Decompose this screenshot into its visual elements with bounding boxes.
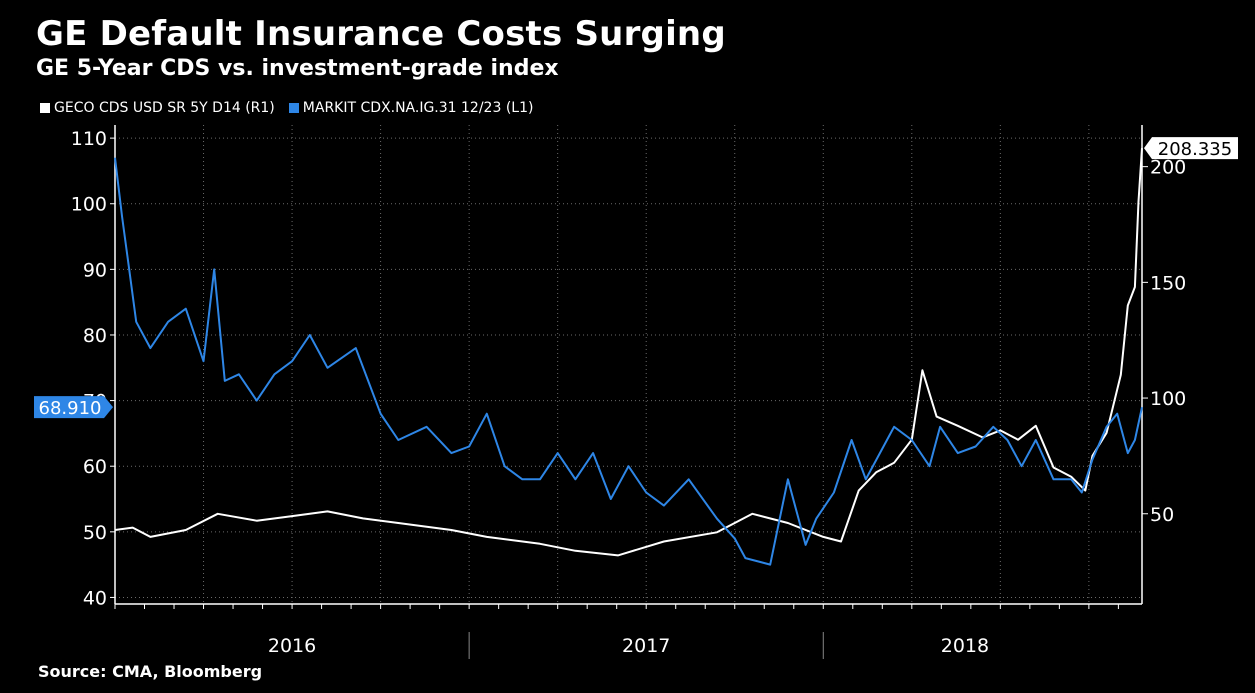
legend-swatch-ig xyxy=(288,103,299,113)
left-tick-label: 100 xyxy=(71,194,107,216)
left-tick-label: 50 xyxy=(83,522,107,544)
left-tick-label: 90 xyxy=(83,259,107,281)
left-tick-label: 40 xyxy=(83,587,107,609)
chart-title: GE Default Insurance Costs Surging xyxy=(36,14,726,54)
ig-last-value-badge xyxy=(34,396,113,419)
ig-last-value-label: 68.910 xyxy=(39,398,102,419)
x-tick-label: 2017 xyxy=(622,635,670,657)
ge-last-value-label: 208.335 xyxy=(1158,139,1232,160)
ge-last-value-badge xyxy=(1144,137,1238,160)
ge-cds-line xyxy=(114,148,1143,557)
left-tick-label: 80 xyxy=(83,325,107,347)
right-tick-label: 200 xyxy=(1150,157,1186,179)
ig-index-line xyxy=(114,157,1143,566)
x-tick-label: 2018 xyxy=(941,635,989,657)
legend-item-ig: MARKIT CDX.NA.IG.31 12/23 (L1) xyxy=(288,100,534,116)
legend-label-ig: MARKIT CDX.NA.IG.31 12/23 (L1) xyxy=(302,100,534,116)
legend-swatch-ge xyxy=(40,103,50,113)
legend-label-ge: GECO CDS USD SR 5Y D14 (R1) xyxy=(54,100,275,116)
x-tick-label: 2016 xyxy=(268,635,316,657)
left-tick-label: 110 xyxy=(71,128,107,150)
right-tick-label: 50 xyxy=(1150,504,1174,526)
right-tick-label: 150 xyxy=(1150,272,1186,294)
legend-item-ge: GECO CDS USD SR 5Y D14 (R1) xyxy=(40,100,275,116)
source-note: Source: CMA, Bloomberg xyxy=(38,662,263,681)
legend: GECO CDS USD SR 5Y D14 (R1) MARKIT CDX.N… xyxy=(40,100,533,116)
left-tick-label: 60 xyxy=(83,456,107,478)
right-tick-label: 100 xyxy=(1150,388,1186,410)
chart-subtitle: GE 5-Year CDS vs. investment-grade index xyxy=(36,56,559,81)
